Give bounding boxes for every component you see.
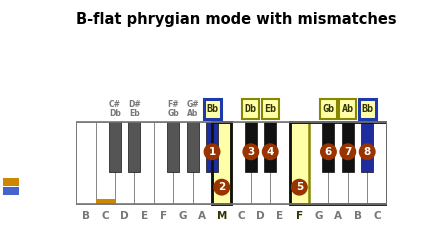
Text: Bb: Bb	[206, 104, 218, 114]
Bar	[206, 122, 218, 172]
Circle shape	[321, 144, 336, 160]
Bar	[3, 178, 19, 186]
Bar	[95, 122, 115, 204]
Text: 3: 3	[247, 147, 254, 157]
Bar	[128, 122, 140, 172]
Text: Gb: Gb	[167, 109, 179, 118]
Circle shape	[263, 144, 278, 160]
Bar	[361, 122, 373, 172]
Bar	[367, 122, 387, 204]
Bar	[173, 122, 193, 204]
Text: C: C	[373, 211, 381, 221]
Text: 7: 7	[344, 147, 352, 157]
Bar	[320, 99, 337, 119]
Text: Eb: Eb	[129, 109, 140, 118]
Bar	[339, 99, 356, 119]
Text: 5: 5	[296, 182, 303, 192]
Text: 8: 8	[363, 147, 371, 157]
Text: B: B	[353, 211, 362, 221]
Bar	[359, 99, 376, 119]
Text: Gb: Gb	[323, 104, 334, 114]
Circle shape	[204, 144, 220, 160]
Text: A: A	[334, 211, 342, 221]
Text: E: E	[141, 211, 148, 221]
Circle shape	[243, 144, 259, 160]
Bar	[251, 122, 270, 204]
Text: Eb: Eb	[264, 104, 276, 114]
Bar	[245, 122, 257, 172]
Bar	[154, 122, 173, 204]
Bar	[193, 122, 212, 204]
Text: 6: 6	[325, 147, 332, 157]
Text: 4: 4	[267, 147, 274, 157]
Bar	[290, 122, 309, 204]
Bar	[328, 122, 348, 204]
Bar	[76, 122, 387, 204]
Bar	[309, 122, 328, 204]
Circle shape	[340, 144, 356, 160]
Circle shape	[292, 179, 307, 195]
Text: D#: D#	[128, 100, 141, 109]
Bar	[3, 187, 19, 195]
Bar	[270, 122, 290, 204]
Text: M: M	[216, 211, 227, 221]
Text: F: F	[160, 211, 167, 221]
Bar	[115, 122, 135, 204]
Bar	[109, 122, 121, 172]
Text: C#: C#	[109, 100, 121, 109]
Bar	[231, 122, 251, 204]
Text: 1: 1	[209, 147, 216, 157]
Bar	[212, 122, 231, 204]
Bar	[290, 122, 309, 204]
Bar	[290, 122, 387, 204]
Bar	[342, 122, 354, 172]
Bar	[242, 99, 259, 119]
Bar	[348, 122, 367, 204]
Text: 2: 2	[218, 182, 225, 192]
Bar	[204, 99, 220, 119]
Text: B-flat phrygian mode with mismatches: B-flat phrygian mode with mismatches	[76, 12, 397, 27]
Text: basicmusictheory.com: basicmusictheory.com	[8, 75, 14, 141]
Circle shape	[214, 179, 230, 195]
Text: E: E	[276, 211, 283, 221]
Text: Ab: Ab	[187, 109, 198, 118]
Text: F#: F#	[168, 100, 179, 109]
Text: Ab: Ab	[342, 104, 354, 114]
Text: Bb: Bb	[361, 104, 373, 114]
Circle shape	[359, 144, 375, 160]
Bar	[76, 122, 95, 204]
Text: G: G	[315, 211, 323, 221]
Text: C: C	[102, 211, 109, 221]
Text: G: G	[179, 211, 187, 221]
Text: B: B	[82, 211, 90, 221]
Text: F: F	[296, 211, 303, 221]
Bar	[323, 122, 334, 172]
Bar	[135, 122, 154, 204]
Text: A: A	[198, 211, 206, 221]
Bar	[187, 122, 198, 172]
Bar	[264, 122, 276, 172]
Bar	[167, 122, 179, 172]
Bar	[262, 99, 279, 119]
Text: C: C	[237, 211, 245, 221]
Text: G#: G#	[186, 100, 199, 109]
Bar	[212, 122, 231, 204]
Bar	[212, 122, 231, 204]
Text: D: D	[121, 211, 129, 221]
Text: Db: Db	[245, 104, 257, 114]
Text: Db: Db	[109, 109, 121, 118]
Bar	[95, 199, 115, 204]
Text: D: D	[256, 211, 265, 221]
